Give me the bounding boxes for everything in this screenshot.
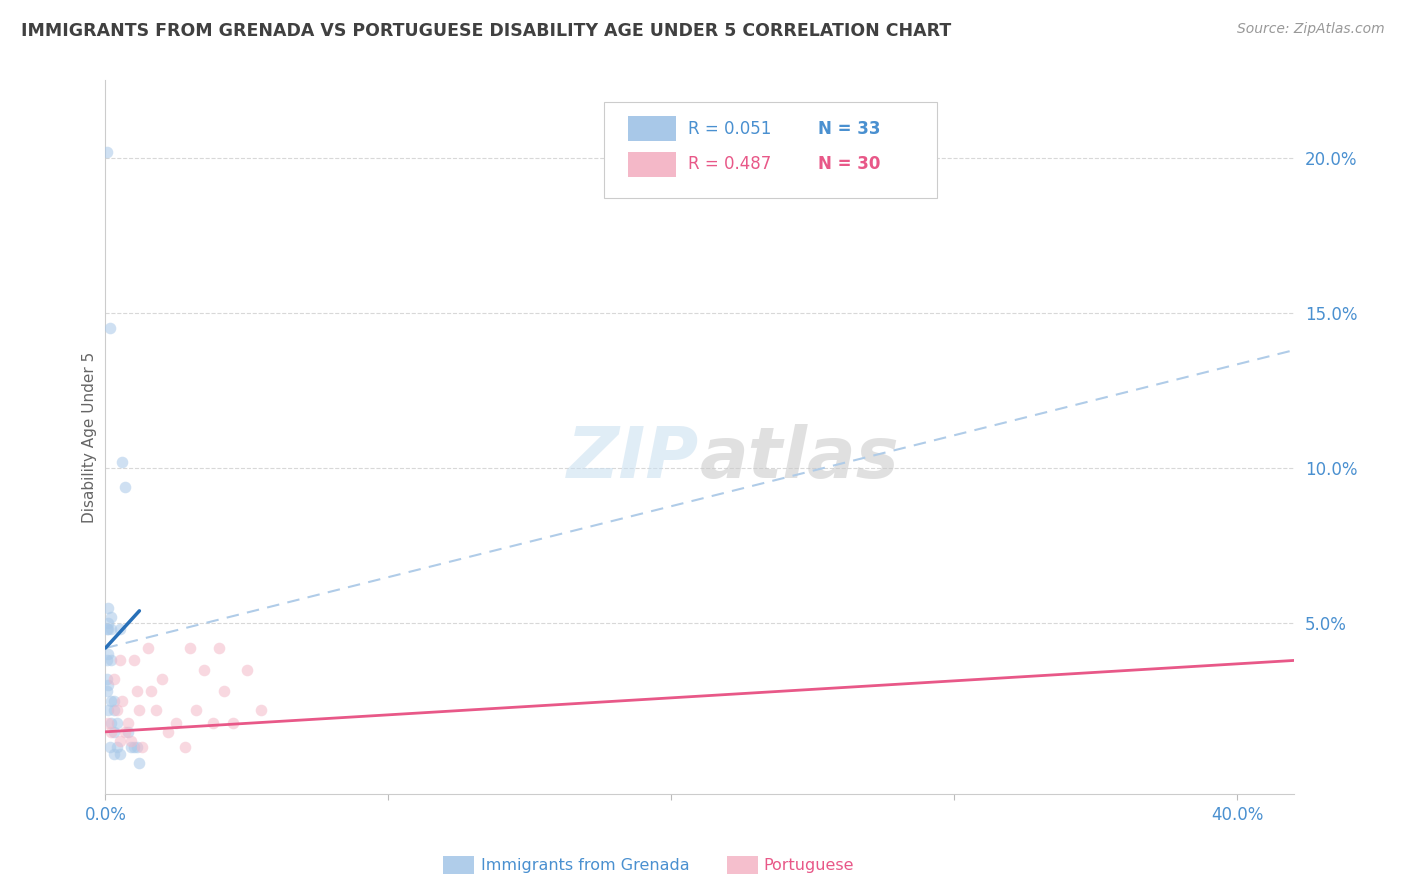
Text: N = 30: N = 30 <box>818 155 880 173</box>
Point <box>108 653 131 667</box>
Point <box>150 672 173 686</box>
Point <box>122 653 145 667</box>
Point <box>97 616 120 631</box>
Point <box>97 623 120 637</box>
Point <box>179 641 201 656</box>
Point <box>131 740 153 755</box>
FancyBboxPatch shape <box>605 102 936 198</box>
Text: R = 0.051: R = 0.051 <box>688 120 770 137</box>
Point <box>214 684 236 698</box>
Point <box>207 641 229 656</box>
FancyBboxPatch shape <box>628 152 676 177</box>
Text: Source: ZipAtlas.com: Source: ZipAtlas.com <box>1237 22 1385 37</box>
Point <box>125 740 148 755</box>
Point <box>96 145 118 159</box>
Point <box>111 694 134 708</box>
Point <box>97 703 120 717</box>
Point <box>165 715 187 730</box>
Point <box>100 694 122 708</box>
Point <box>100 623 122 637</box>
Point <box>136 641 159 656</box>
Point <box>128 756 150 770</box>
Point <box>125 684 148 698</box>
Text: ZIP: ZIP <box>567 424 700 493</box>
FancyBboxPatch shape <box>628 116 676 141</box>
Y-axis label: Disability Age Under 5: Disability Age Under 5 <box>82 351 97 523</box>
Point <box>105 703 128 717</box>
Text: Immigrants from Grenada: Immigrants from Grenada <box>481 858 689 872</box>
Point <box>103 747 125 761</box>
Point <box>250 703 273 717</box>
Point <box>117 724 139 739</box>
Point <box>98 321 121 335</box>
Point <box>193 663 215 677</box>
Point <box>100 653 122 667</box>
Point <box>108 623 131 637</box>
Point <box>105 740 128 755</box>
Point <box>103 694 125 708</box>
Point <box>114 724 136 739</box>
Point <box>156 724 179 739</box>
Point <box>100 724 122 739</box>
Point <box>128 703 150 717</box>
Point <box>100 610 122 624</box>
Text: Portuguese: Portuguese <box>763 858 853 872</box>
Point <box>96 653 118 667</box>
Point <box>114 480 136 494</box>
Point <box>173 740 195 755</box>
Point <box>120 740 142 755</box>
Point <box>98 740 121 755</box>
Point <box>96 623 118 637</box>
Point <box>108 734 131 748</box>
Text: R = 0.487: R = 0.487 <box>688 155 770 173</box>
Point <box>100 715 122 730</box>
Point <box>97 715 120 730</box>
Point <box>145 703 167 717</box>
Point <box>96 672 118 686</box>
Point <box>103 724 125 739</box>
Point <box>97 600 120 615</box>
Point <box>117 715 139 730</box>
Point <box>97 647 120 661</box>
Point <box>103 703 125 717</box>
Point <box>103 672 125 686</box>
Point <box>108 747 131 761</box>
Point <box>222 715 245 730</box>
Point <box>122 740 145 755</box>
Text: atlas: atlas <box>700 424 900 493</box>
Point <box>201 715 224 730</box>
Text: IMMIGRANTS FROM GRENADA VS PORTUGUESE DISABILITY AGE UNDER 5 CORRELATION CHART: IMMIGRANTS FROM GRENADA VS PORTUGUESE DI… <box>21 22 952 40</box>
Point <box>236 663 259 677</box>
Point <box>105 715 128 730</box>
Point <box>139 684 162 698</box>
Point <box>96 684 118 698</box>
Point <box>97 678 120 692</box>
Text: N = 33: N = 33 <box>818 120 880 137</box>
Point <box>184 703 207 717</box>
Point <box>111 455 134 469</box>
Point <box>120 734 142 748</box>
